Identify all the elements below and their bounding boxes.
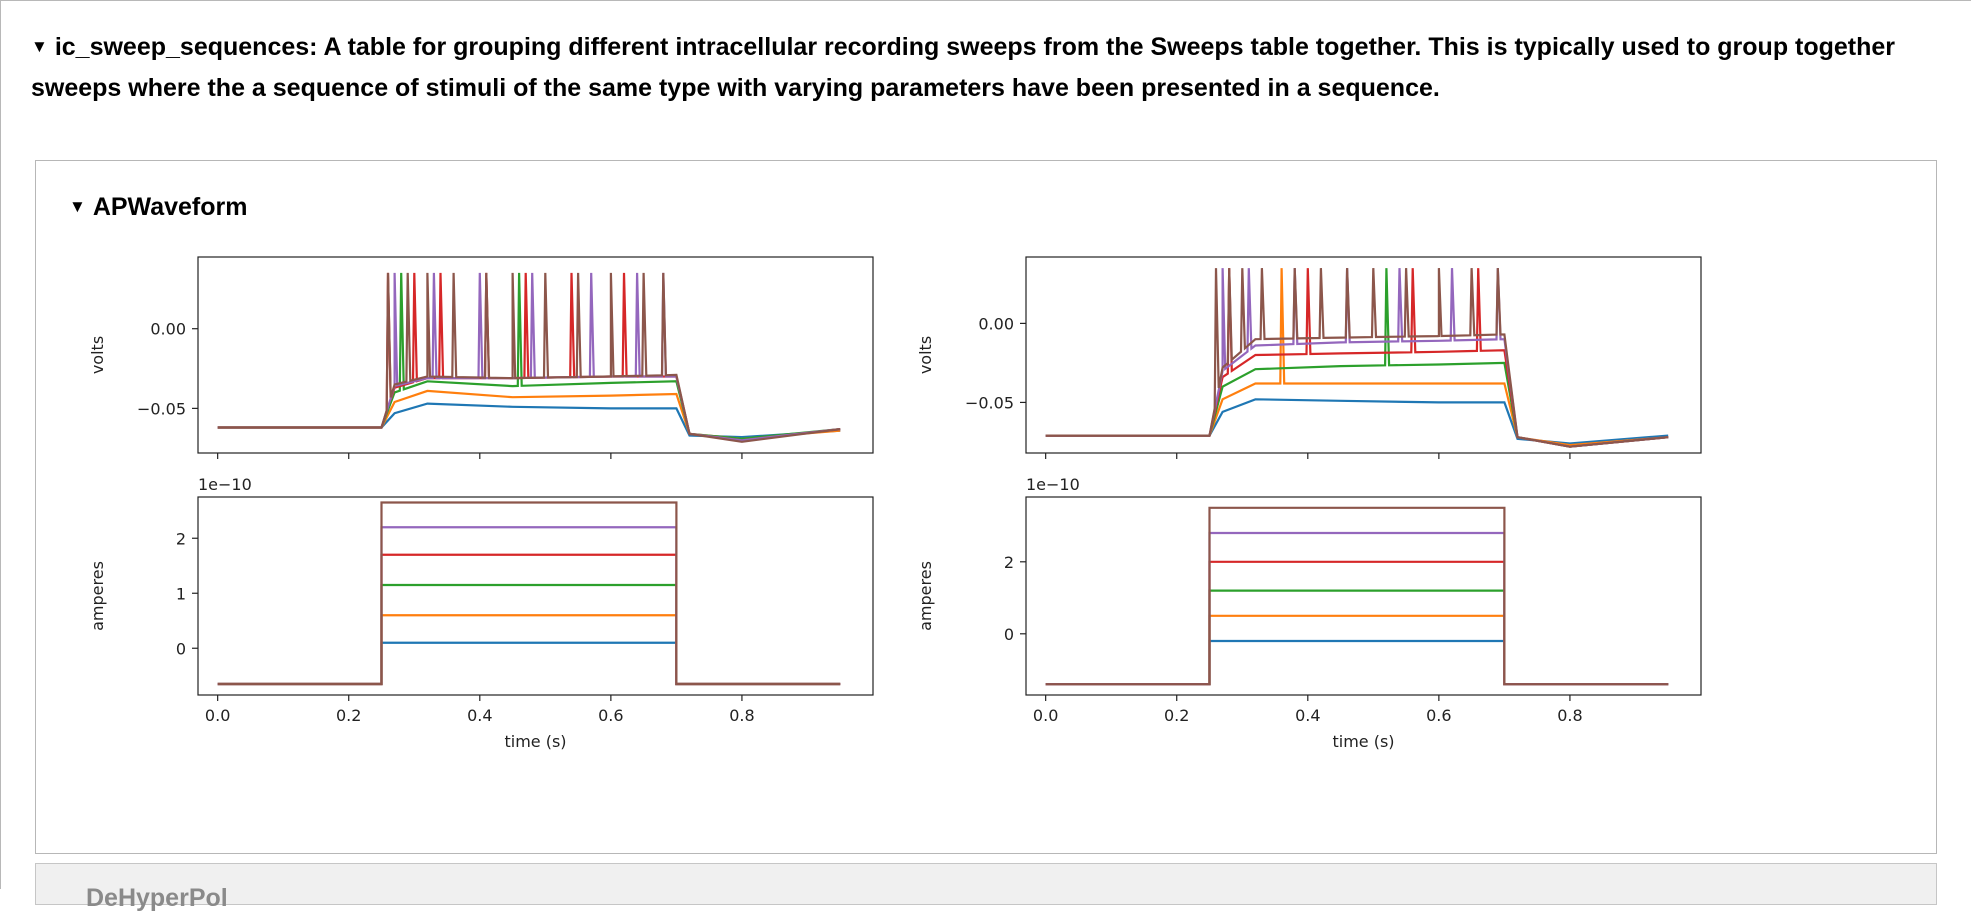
trace-line-4: [1045, 268, 1669, 448]
axes-frame: [197, 496, 874, 696]
x-tick-label: 0.0: [205, 706, 230, 725]
x-tick-label: 0.4: [1295, 706, 1320, 725]
y-axis-label: amperes: [88, 561, 107, 631]
ic-sweep-sequences-summary[interactable]: ▼ ic_sweep_sequences: A table for groupin…: [31, 28, 1931, 107]
chart-panel-2: 0.0 0.2 0.4 0.6 0.8 2 1 0 amperes time (s) 1e−10: [88, 475, 874, 751]
x-tick-label: 0.0: [1033, 706, 1058, 725]
disclosure-triangle-icon[interactable]: ▼: [31, 37, 48, 56]
stimulus-line-5: [217, 526, 841, 686]
y-axis-label: volts: [88, 336, 107, 374]
x-tick-label: 0.2: [336, 706, 361, 725]
trace-line-3: [1045, 268, 1669, 448]
y-tick-label: −0.05: [137, 399, 186, 418]
trace-line-6: [1045, 268, 1669, 448]
chart-panel-4: 0.0 0.2 0.4 0.6 0.8 2 0 amperes time (s) 1e−10: [916, 475, 1702, 751]
y-scale-label: 1e−10: [1026, 475, 1080, 494]
next-group-title: DeHyperPol: [86, 884, 228, 912]
stimulus-line-2: [217, 614, 841, 686]
axes-frame: [1025, 256, 1702, 454]
trace-line-4: [217, 272, 841, 442]
chart-panel-3: 0.00 −0.05 volts: [916, 256, 1702, 459]
stimulus-line-1: [1045, 639, 1669, 686]
stimulus-line-4: [217, 553, 841, 686]
stimulus-line-1: [217, 641, 841, 686]
disclosure-triangle-icon[interactable]: ▼: [69, 197, 86, 216]
x-tick-label: 0.2: [1164, 706, 1189, 725]
apwaveform-panel: ▼ APWaveform 0.00 −0.05 volts 0.0 0.2 0.4 0.6 0.…: [35, 160, 1937, 854]
stimulus-line-4: [1045, 560, 1669, 686]
y-tick-label: 2: [176, 529, 186, 548]
x-tick-label: 0.6: [1426, 706, 1451, 725]
y-axis-label: volts: [916, 336, 935, 374]
trace-line-5: [217, 272, 841, 442]
y-tick-label: 0.00: [978, 314, 1014, 333]
x-axis-label: time (s): [1332, 732, 1394, 751]
trace-line-1: [1045, 398, 1669, 445]
stimulus-line-6: [217, 501, 841, 686]
trace-line-6: [217, 272, 841, 443]
chart-panel-1: 0.00 −0.05 volts: [88, 256, 874, 459]
y-tick-label: 1: [176, 584, 186, 603]
x-tick-label: 0.6: [598, 706, 623, 725]
trace-line-3: [217, 272, 841, 440]
y-tick-label: 0.00: [150, 320, 186, 339]
stimulus-line-3: [217, 583, 841, 686]
trace-line-2: [217, 389, 841, 440]
axes-frame: [197, 256, 874, 454]
y-tick-label: 0: [1004, 625, 1014, 644]
stimulus-line-6: [1045, 506, 1669, 686]
stimulus-line-2: [1045, 614, 1669, 686]
y-axis-label: amperes: [916, 561, 935, 631]
sweep-sequence-figure-2: 0.00 −0.05 volts 0.0 0.2 0.4 0.6 0.8 2 0 amperes ti…: [916, 256, 1702, 751]
x-axis-label: time (s): [504, 732, 566, 751]
apwaveform-summary[interactable]: ▼ APWaveform: [69, 188, 248, 229]
x-tick-label: 0.4: [467, 706, 492, 725]
y-tick-label: 0: [176, 639, 186, 658]
y-tick-label: −0.05: [965, 393, 1014, 412]
section-title: ic_sweep_sequences: A table for grouping…: [31, 33, 1896, 102]
y-scale-label: 1e−10: [198, 475, 252, 494]
x-tick-label: 0.8: [729, 706, 754, 725]
x-tick-label: 0.8: [1557, 706, 1582, 725]
trace-line-2: [1045, 268, 1669, 447]
trace-line-5: [1045, 268, 1669, 448]
group-title: APWaveform: [92, 193, 248, 221]
stimulus-line-3: [1045, 589, 1669, 686]
sweep-sequence-figure-1: 0.00 −0.05 volts 0.0 0.2 0.4 0.6 0.8 2 1 0 amperes t…: [88, 256, 874, 751]
axes-frame: [1025, 496, 1702, 696]
stimulus-line-5: [1045, 531, 1669, 686]
dehyperpol-panel[interactable]: DeHyperPol: [35, 863, 1937, 912]
y-tick-label: 2: [1004, 553, 1014, 572]
trace-line-1: [217, 402, 841, 439]
